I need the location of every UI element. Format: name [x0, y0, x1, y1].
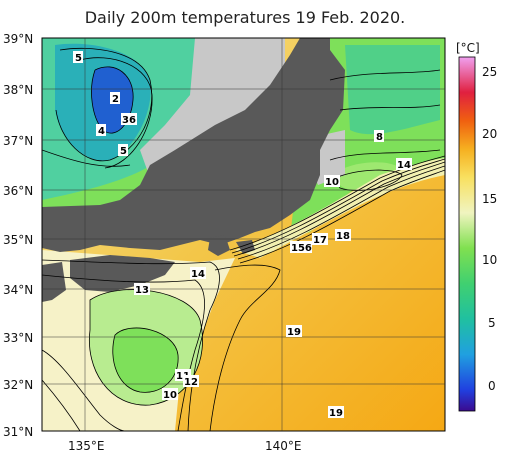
colorbar-tick: 25: [482, 65, 497, 79]
svg-text:36: 36: [122, 115, 136, 126]
colorbar-tick: 10: [482, 253, 497, 267]
contour-label: 18: [335, 229, 351, 242]
contour-label: 17: [312, 233, 328, 246]
no-data-north: [140, 38, 285, 178]
svg-text:19: 19: [329, 408, 343, 419]
contour-lines: [42, 47, 441, 191]
svg-text:14: 14: [191, 269, 205, 280]
northeast-pacific-colder: [345, 45, 440, 135]
svg-text:10: 10: [325, 177, 339, 188]
svg-text:11: 11: [176, 371, 190, 382]
contour-label: 10: [162, 388, 178, 401]
svg-text:19: 19: [287, 327, 301, 338]
contour-label: 36: [121, 113, 137, 126]
land-kyushu-edge: [42, 262, 66, 302]
colorbar-tick: 15: [482, 192, 497, 206]
colorbar-ticks: 25 20 15 10 5 0: [482, 65, 497, 393]
colorbar-unit: [°C]: [456, 41, 480, 55]
contour-label: 12: [183, 375, 199, 388]
map-frame: [41, 37, 446, 432]
colorbar: [458, 56, 476, 412]
lat-label: 35°N: [3, 233, 33, 247]
lat-label: 34°N: [3, 283, 33, 297]
land-shikoku-kii: [70, 255, 175, 292]
svg-text:12: 12: [184, 377, 198, 388]
contour-labels: 5 2 36 4 5 8 14 10 18 17 156 13 14 19 11…: [73, 51, 412, 419]
lat-label: 32°N: [3, 378, 33, 392]
svg-text:14: 14: [397, 160, 411, 171]
lat-label: 38°N: [3, 83, 33, 97]
svg-text:10: 10: [163, 390, 177, 401]
contour-label: 10: [324, 175, 340, 188]
contour-label: 19: [286, 325, 302, 338]
contour-label: 4: [96, 124, 106, 137]
svg-text:5: 5: [120, 146, 127, 157]
colorbar-tick: 20: [482, 127, 497, 141]
contour-label: 5: [73, 51, 83, 64]
contour-label: 5: [118, 144, 128, 157]
svg-text:8: 8: [376, 132, 383, 143]
svg-text:18: 18: [336, 231, 350, 242]
land-honshu: [42, 38, 345, 252]
contour-label: 14: [190, 267, 206, 280]
svg-text:5: 5: [75, 53, 82, 64]
colorbar-tick: 5: [488, 316, 496, 330]
colorbar-tick: 0: [488, 379, 496, 393]
cold-eddy-core: [112, 327, 179, 393]
latitude-labels: 39°N 38°N 37°N 36°N 35°N 34°N 33°N 32°N …: [3, 32, 33, 439]
land-peninsula: [208, 235, 230, 256]
lat-label: 39°N: [3, 32, 33, 46]
map-title: Daily 200m temperatures 19 Feb. 2020.: [84, 8, 406, 27]
lon-label: 135°E: [68, 439, 105, 453]
contour-label: 13: [134, 283, 150, 296]
map-area: [42, 38, 445, 431]
lat-label: 31°N: [3, 425, 33, 439]
lon-label: 140°E: [265, 439, 302, 453]
contour-label: 2: [110, 92, 120, 105]
contour-label: 8: [374, 130, 384, 143]
svg-text:4: 4: [98, 126, 105, 137]
contour-label: 14: [396, 158, 412, 171]
lat-label: 33°N: [3, 331, 33, 345]
front-contours: [229, 155, 445, 264]
svg-text:2: 2: [112, 94, 119, 105]
contour-label: 19: [328, 406, 344, 419]
lat-label: 36°N: [3, 184, 33, 198]
svg-text:17: 17: [313, 235, 327, 246]
svg-text:13: 13: [135, 285, 149, 296]
contour-label: 156: [290, 241, 312, 254]
svg-text:156: 156: [291, 243, 312, 254]
lat-label: 37°N: [3, 134, 33, 148]
